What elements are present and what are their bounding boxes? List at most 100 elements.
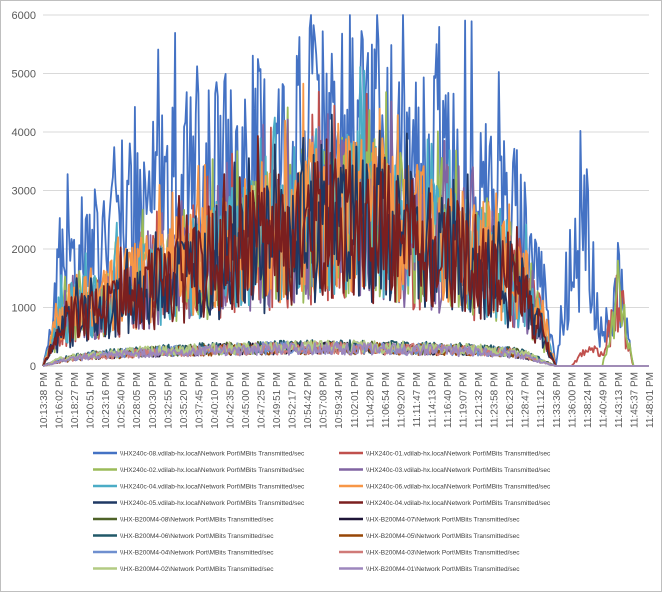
x-tick: 11:48:01 PM — [645, 372, 656, 428]
x-tick-label: 10:30:30 PM — [148, 372, 159, 429]
x-tick-label: 10:54:42 PM — [303, 372, 314, 429]
x-tick-label: 10:59:34 PM — [334, 372, 345, 429]
legend-entry: \\HX-B200M4-04\Network Port\MBits Transm… — [93, 550, 274, 557]
y-tick-label: 1000 — [12, 303, 36, 315]
x-tick: 10:13:38 PM — [39, 372, 50, 429]
x-tick-label: 10:40:10 PM — [210, 372, 221, 429]
legend-entry: \\HX-B200M4-01\Network Port\MBits Transm… — [339, 566, 520, 573]
x-tick: 10:23:16 PM — [101, 372, 112, 429]
x-tick: 11:43:13 PM — [614, 372, 625, 428]
x-tick-label: 10:25:40 PM — [117, 372, 128, 429]
legend-label: \\HX-B200M4-05\Network Port\MBits Transm… — [366, 533, 520, 540]
x-tick-label: 11:28:47 PM — [521, 372, 532, 428]
x-tick: 11:09:20 PM — [396, 372, 407, 428]
legend-entry: \\HX240c-08.vdilab-hx.local\Network Port… — [93, 451, 305, 458]
x-tick-label: 11:31:12 PM — [536, 372, 547, 428]
x-tick: 11:31:12 PM — [536, 372, 547, 428]
x-tick-label: 11:48:01 PM — [645, 372, 656, 428]
y-tick-label: 6000 — [12, 10, 36, 22]
x-tick-label: 10:13:38 PM — [39, 372, 50, 429]
x-tick-label: 10:45:00 PM — [241, 372, 252, 429]
legend-entry: \\HX240c-02.vdilab-hx.local\Network Port… — [93, 467, 305, 474]
x-tick-label: 10:16:02 PM — [55, 372, 66, 429]
y-axis-ticks: 0 1000 2000 3000 4000 5000 6000 — [12, 10, 36, 373]
legend-entry: \\HX240c-03.vdilab-hx.local\Network Port… — [339, 467, 551, 474]
x-tick: 10:45:00 PM — [241, 372, 252, 429]
x-tick-label: 10:42:35 PM — [225, 372, 236, 429]
legend-entry: \\HX240c-06.vdilab-hx.local\Network Port… — [339, 484, 551, 491]
x-tick-label: 11:11:47 PM — [412, 372, 423, 427]
y-tick-label: 0 — [30, 361, 36, 373]
x-tick: 10:28:05 PM — [132, 372, 143, 429]
x-tick-label: 11:19:07 PM — [459, 372, 470, 428]
x-tick-label: 10:32:55 PM — [163, 372, 174, 429]
y-tick-label: 3000 — [12, 186, 36, 198]
x-tick: 10:25:40 PM — [117, 372, 128, 429]
x-tick: 11:06:54 PM — [381, 372, 392, 428]
legend-label: \\HX240c-01.vdilab-hx.local\Network Port… — [366, 451, 551, 458]
x-tick: 11:33:36 PM — [552, 372, 563, 428]
x-tick-label: 11:43:13 PM — [614, 372, 625, 428]
legend-entry: \\HX-B200M4-05\Network Port\MBits Transm… — [339, 533, 520, 540]
x-tick: 11:38:24 PM — [583, 372, 594, 428]
series-line — [42, 341, 649, 367]
legend-entry: \\HX-B200M4-02\Network Port\MBits Transm… — [93, 566, 274, 573]
x-tick-label: 11:40:49 PM — [598, 372, 609, 428]
legend-entry: \\HX240c-05.vdilab-hx.local\Network Port… — [93, 500, 305, 507]
x-tick: 11:11:47 PM — [412, 372, 423, 427]
x-tick-label: 11:26:23 PM — [505, 372, 516, 428]
x-tick: 10:49:51 PM — [272, 372, 283, 429]
series-line — [42, 113, 649, 367]
x-tick-label: 10:47:25 PM — [257, 372, 268, 429]
y-tick-label: 2000 — [12, 244, 36, 256]
x-tick-label: 10:18:27 PM — [70, 372, 81, 429]
x-tick-label: 11:36:00 PM — [567, 372, 578, 428]
y-tick-label: 5000 — [12, 69, 36, 81]
legend-entry: \\HX240c-01.vdilab-hx.local\Network Port… — [339, 451, 551, 458]
legend-label: \\HX-B200M4-07\Network Port\MBits Transm… — [366, 517, 520, 524]
legend-label: \\HX240c-04.vdilab-hx.local\Network Port… — [120, 484, 305, 491]
legend-entry: \\HX-B200M4-06\Network Port\MBits Transm… — [93, 533, 274, 540]
y-tick-label: 4000 — [12, 127, 36, 139]
x-tick: 10:47:25 PM — [257, 372, 268, 429]
legend-label: \\HX240c-03.vdilab-hx.local\Network Port… — [366, 467, 551, 474]
x-tick: 11:21:32 PM — [474, 372, 485, 428]
x-tick: 10:40:10 PM — [210, 372, 221, 429]
legend-entry: \\HX-B200M4-03\Network Port\MBits Transm… — [339, 550, 520, 557]
x-tick-label: 10:52:17 PM — [288, 372, 299, 429]
legend-label: \\HX-B200M4-06\Network Port\MBits Transm… — [120, 533, 274, 540]
x-tick-label: 11:09:20 PM — [396, 372, 407, 428]
x-tick: 11:02:01 PM — [350, 372, 361, 428]
x-tick: 10:20:51 PM — [86, 372, 97, 429]
x-tick-label: 11:04:28 PM — [365, 372, 376, 428]
x-tick: 10:57:08 PM — [319, 372, 330, 429]
legend-label: \\HX240c-05.vdilab-hx.local\Network Port… — [120, 500, 305, 507]
x-tick-label: 11:33:36 PM — [552, 372, 563, 428]
legend-label: \\HX-B200M4-08\Network Port\MBits Transm… — [120, 517, 274, 524]
x-tick: 10:30:30 PM — [148, 372, 159, 429]
x-tick-label: 10:20:51 PM — [86, 372, 97, 429]
x-tick: 11:36:00 PM — [567, 372, 578, 428]
x-tick-label: 10:49:51 PM — [272, 372, 283, 429]
x-tick-label: 11:38:24 PM — [583, 372, 594, 428]
x-tick-label: 11:23:58 PM — [490, 372, 501, 428]
legend-label: \\HX-B200M4-01\Network Port\MBits Transm… — [366, 566, 520, 573]
x-tick-label: 11:21:32 PM — [474, 372, 485, 428]
x-tick: 10:32:55 PM — [163, 372, 174, 429]
x-tick-label: 11:06:54 PM — [381, 372, 392, 428]
x-axis-ticks: 10:13:38 PM 10:16:02 PM 10:18:27 PM 10:20:5… — [39, 372, 656, 429]
legend-entry: \\HX-B200M4-07\Network Port\MBits Transm… — [339, 517, 520, 524]
legend: \\HX240c-08.vdilab-hx.local\Network Port… — [93, 451, 551, 573]
legend-label: \\HX-B200M4-03\Network Port\MBits Transm… — [366, 550, 520, 557]
legend-entry: \\HX-B200M4-08\Network Port\MBits Transm… — [93, 517, 274, 524]
x-tick: 10:54:42 PM — [303, 372, 314, 429]
x-tick: 11:28:47 PM — [521, 372, 532, 428]
x-tick-label: 10:35:20 PM — [179, 372, 190, 429]
legend-label: \\HX-B200M4-04\Network Port\MBits Transm… — [120, 550, 274, 557]
x-tick: 10:18:27 PM — [70, 372, 81, 429]
legend-label: \\HX240c-06.vdilab-hx.local\Network Port… — [366, 484, 551, 491]
x-tick: 11:23:58 PM — [490, 372, 501, 428]
series-line — [42, 82, 649, 367]
x-tick: 11:19:07 PM — [459, 372, 470, 428]
